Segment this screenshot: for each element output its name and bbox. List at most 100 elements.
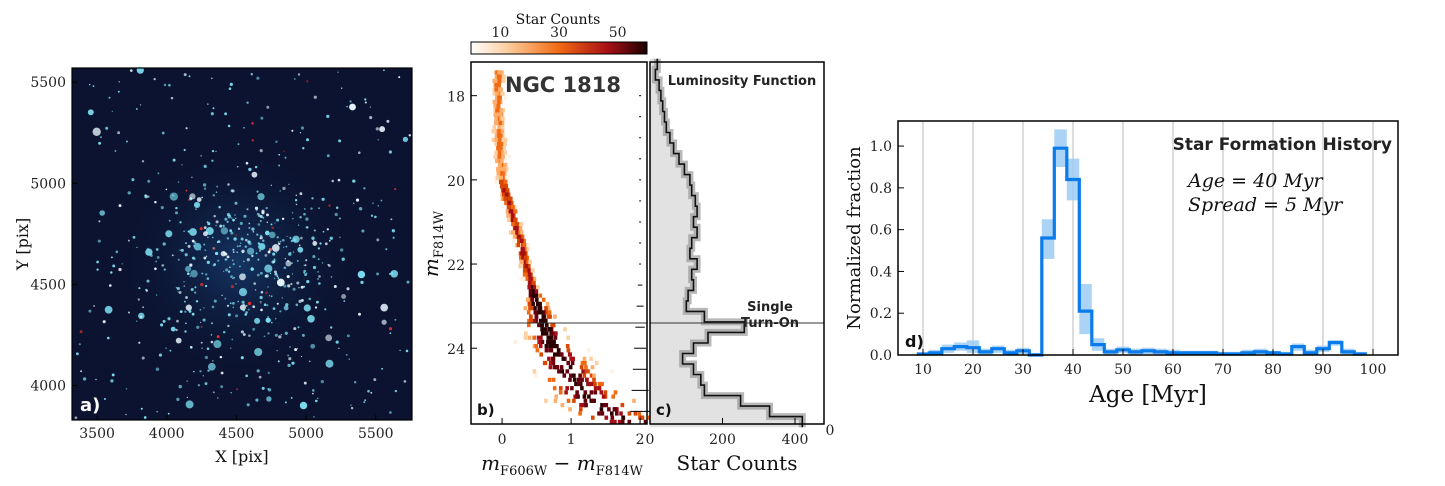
- colorbar: Star Counts 10 30 50: [470, 12, 648, 55]
- star: [330, 326, 333, 329]
- x-tick-label: 60: [1164, 362, 1182, 378]
- star: [146, 279, 150, 283]
- star: [257, 223, 261, 226]
- star: [271, 244, 280, 252]
- star: [185, 265, 192, 273]
- x-tick-label: 20: [964, 362, 982, 378]
- star: [262, 216, 265, 219]
- cmd-cell: [523, 335, 528, 340]
- cmd-cell: [499, 133, 503, 138]
- star: [377, 139, 379, 141]
- star: [389, 332, 392, 335]
- star: [403, 380, 407, 383]
- star: [363, 401, 366, 404]
- cmd-cell: [544, 398, 548, 403]
- cmd-cell: [517, 234, 521, 239]
- star: [338, 217, 341, 220]
- panel-b-x-ticks: 0 1 2: [498, 418, 645, 448]
- cmd-cell: [494, 150, 498, 155]
- star: [74, 416, 78, 420]
- star: [222, 224, 225, 228]
- star: [260, 302, 262, 304]
- star: [247, 308, 250, 311]
- cmd-cell: [496, 142, 501, 147]
- cmd-cell: [575, 390, 579, 395]
- star: [229, 266, 231, 269]
- star: [251, 227, 255, 231]
- star: [264, 253, 268, 257]
- panel-b-frame: [470, 61, 648, 425]
- star: [227, 270, 231, 273]
- star: [196, 197, 202, 202]
- cmd-cell: [503, 137, 508, 142]
- star: [279, 190, 281, 192]
- star: [258, 375, 262, 379]
- star: [240, 288, 243, 291]
- cmd-cell: [565, 344, 570, 349]
- cmd-cell: [572, 398, 576, 403]
- star: [298, 299, 302, 303]
- star: [82, 377, 87, 381]
- star: [246, 208, 249, 211]
- cmd-cell: [547, 377, 552, 382]
- star: [206, 277, 210, 280]
- star: [299, 401, 308, 410]
- star: [210, 112, 214, 116]
- star: [377, 205, 379, 207]
- star: [189, 263, 193, 267]
- star: [406, 280, 410, 284]
- cmd-cell: [505, 209, 510, 214]
- star: [252, 231, 255, 233]
- star: [203, 256, 207, 260]
- star: [240, 356, 244, 360]
- panel-a: a) 3500 4000 4500 5000 5500 4000 4500 5000 5500…: [13, 66, 413, 466]
- x-tick-label: 0: [646, 432, 655, 448]
- cmd-cell: [497, 137, 502, 142]
- cmd-cell: [581, 369, 585, 374]
- luminosity-area: [650, 58, 803, 428]
- x-tick-label: 3500: [79, 426, 115, 442]
- colorbar-bar: [470, 41, 648, 55]
- cmd-cell: [503, 158, 508, 163]
- star: [224, 112, 228, 116]
- y-tick-label: 0.2: [870, 306, 892, 322]
- cmd-cell: [539, 310, 544, 315]
- star: [295, 303, 299, 307]
- star: [317, 397, 319, 400]
- star: [226, 212, 231, 217]
- cmd-cell: [532, 318, 536, 323]
- star: [155, 248, 159, 251]
- star: [313, 416, 315, 418]
- y-tick-label: 5000: [30, 176, 66, 192]
- star: [283, 284, 287, 288]
- cmd-cell: [601, 394, 606, 399]
- star: [185, 304, 192, 311]
- cmd-cell: [573, 394, 577, 399]
- star: [203, 187, 207, 190]
- x-tick-label: 30: [1014, 362, 1032, 378]
- star: [190, 269, 198, 278]
- star: [184, 242, 188, 245]
- star: [333, 285, 337, 288]
- cmd-cell: [555, 365, 560, 370]
- star: [352, 179, 356, 183]
- star: [185, 189, 188, 192]
- cmd-cell: [524, 272, 528, 277]
- star: [207, 369, 210, 372]
- star: [276, 218, 280, 222]
- star: [301, 333, 305, 337]
- cmd-cell: [491, 137, 496, 142]
- star-field: [74, 66, 412, 420]
- cmd-cell: [568, 365, 573, 370]
- panel-c-label: c): [656, 401, 672, 419]
- star: [229, 302, 232, 305]
- cmd-cell: [501, 154, 505, 159]
- cmd-cell: [514, 230, 519, 235]
- cmd-cell: [551, 323, 556, 328]
- star: [248, 334, 251, 337]
- cmd-cell: [548, 344, 552, 349]
- star: [292, 218, 294, 220]
- star: [230, 275, 233, 278]
- star: [110, 379, 114, 383]
- colorbar-title: Star Counts: [516, 12, 601, 28]
